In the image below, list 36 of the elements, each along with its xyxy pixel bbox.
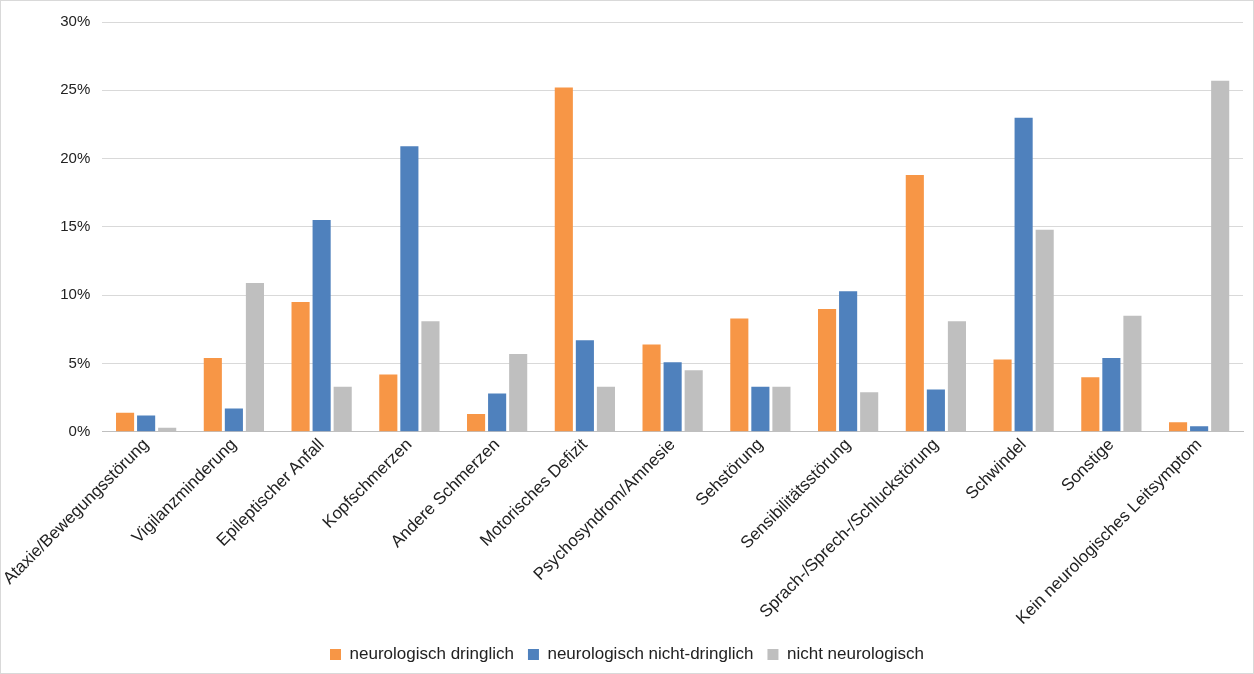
bar bbox=[203, 358, 222, 432]
legend-label: neurologisch nicht-dringlich bbox=[547, 644, 754, 664]
legend-label: nicht neurologisch bbox=[786, 644, 924, 664]
y-tick-label: 30% bbox=[60, 12, 91, 30]
bar bbox=[467, 414, 486, 432]
bar bbox=[663, 362, 682, 432]
bar bbox=[1169, 422, 1188, 432]
bar bbox=[379, 374, 398, 432]
bar bbox=[1190, 426, 1209, 432]
legend-label: neurologisch dringlich bbox=[349, 644, 514, 664]
y-tick-label: 10% bbox=[60, 285, 91, 303]
y-tick-label: 5% bbox=[68, 353, 91, 371]
bar bbox=[554, 87, 573, 432]
bar bbox=[818, 308, 837, 432]
bar bbox=[488, 393, 507, 432]
bar bbox=[312, 220, 331, 432]
bar bbox=[575, 340, 594, 432]
bar bbox=[905, 175, 924, 432]
bar bbox=[1102, 358, 1121, 432]
bar bbox=[291, 302, 310, 432]
bar bbox=[926, 389, 945, 432]
y-tick-label: 15% bbox=[60, 217, 91, 235]
bar bbox=[751, 386, 770, 432]
bar bbox=[642, 344, 661, 432]
bar bbox=[1014, 117, 1033, 432]
bar bbox=[839, 291, 858, 432]
bar bbox=[400, 146, 419, 432]
bar bbox=[993, 359, 1012, 432]
bar bbox=[116, 412, 135, 432]
bar bbox=[224, 408, 243, 432]
y-tick-label: 20% bbox=[60, 148, 91, 166]
bar bbox=[137, 415, 156, 432]
bar bbox=[1081, 377, 1100, 432]
bar bbox=[730, 318, 749, 432]
y-tick-label: 25% bbox=[60, 80, 91, 98]
y-tick-label: 0% bbox=[68, 421, 91, 439]
